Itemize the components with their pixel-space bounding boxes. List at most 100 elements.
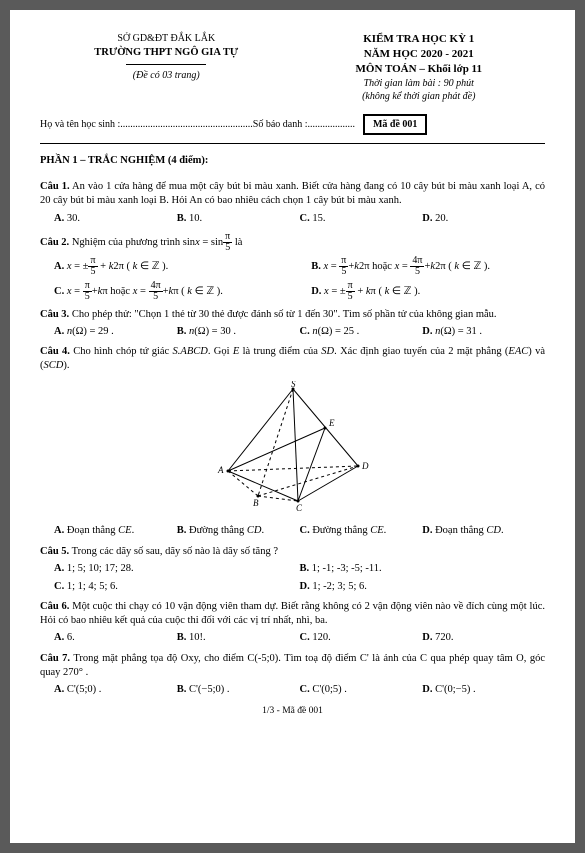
q4-d: D. Đoạn thẳng CD. (422, 524, 545, 538)
dots1: ........................................… (120, 118, 253, 132)
q4-a-t: Đoạn thẳng (67, 525, 118, 536)
q5-d-val: 1; -2; 3; 5; 6. (312, 581, 367, 592)
q6-c: C. 120. (300, 631, 423, 645)
q7-b-val: C'(−5;0) . (189, 684, 229, 695)
q5-d: D. 1; -2; 3; 5; 6. (300, 580, 546, 594)
q6-opts: A. 6. B. 10!. C. 120. D. 720. (54, 631, 545, 645)
q6-a-val: 6. (67, 632, 75, 643)
q5-b: B. 1; -1; -3; -5; -11. (300, 562, 546, 576)
q5-c-val: 1; 1; 4; 5; 6. (67, 581, 118, 592)
q1-text: An vào 1 cửa hàng để mua một cây bút bi … (40, 181, 545, 206)
q1-a-val: 30. (67, 213, 80, 224)
q5-b-val: 1; -1; -3; -5; -11. (312, 563, 382, 574)
rule (126, 64, 206, 65)
header: SỞ GD&ĐT ĐẮK LẮK TRƯỜNG THPT NGÔ GIA TỰ … (40, 32, 545, 104)
q6: Câu 6. Một cuộc thi chạy có 10 vận động … (40, 600, 545, 628)
lbl-B: B (253, 498, 259, 508)
q5-opts-r2: C. 1; 1; 4; 5; 6. D. 1; -2; 3; 5; 6. (54, 580, 545, 594)
exam-subject: MÔN TOÁN – Khối lớp 11 (293, 62, 546, 77)
q1-d-val: 20. (435, 213, 448, 224)
q4-opts: A. Đoạn thẳng CE. B. Đường thẳng CD. C. … (54, 524, 545, 538)
q1-d: D. 20. (422, 212, 545, 226)
q4: Câu 4. Cho hình chóp tứ giác S.ABCD. Gọi… (40, 345, 545, 373)
q5-a-val: 1; 5; 10; 17; 28. (67, 563, 134, 574)
de-co: (Đề có 03 trang) (40, 69, 293, 83)
q3-a: A. n(Ω) = 29 . (54, 325, 177, 339)
q4-t3: là trung điểm của (239, 346, 321, 357)
lbl-S: S (291, 381, 296, 389)
q7-opts: A. C'(5;0) . B. C'(−5;0) . C. C'(0;5) . … (54, 683, 545, 697)
q4-SD: SD (321, 346, 334, 357)
q4-t2: . Gọi (208, 346, 233, 357)
exam-year: NĂM HỌC 2020 - 2021 (293, 47, 546, 62)
q5-text: Trong các dãy số sau, dãy số nào là dãy … (69, 546, 278, 557)
q6-d-val: 720. (435, 632, 453, 643)
q5: Câu 5. Trong các dãy số sau, dãy số nào … (40, 545, 545, 559)
q7-a: A. C'(5;0) . (54, 683, 177, 697)
q4-b-t: Đường thẳng (189, 525, 247, 536)
q2-eq: sinx = sinπ5 là (183, 237, 243, 248)
q2-b: B. x = π5+k2π hoặc x = 4π5+k2π ( k ∈ ℤ )… (311, 256, 545, 277)
q7-a-val: C'(5;0) . (67, 684, 102, 695)
q4-t1: Cho hình chóp tứ giác (70, 346, 173, 357)
q7-label: Câu 7. (40, 653, 70, 664)
q6-c-val: 120. (312, 632, 330, 643)
q3-b: B. n(Ω) = 30 . (177, 325, 300, 339)
header-right: KIỂM TRA HỌC KỲ 1 NĂM HỌC 2020 - 2021 MÔ… (293, 32, 546, 104)
q1: Câu 1. An vào 1 cửa hàng để mua một cây … (40, 180, 545, 208)
q4-d-t: Đoạn thẳng (435, 525, 486, 536)
q4-EAC: EAC (508, 346, 528, 357)
q6-b: B. 10!. (177, 631, 300, 645)
q1-label: Câu 1. (40, 181, 70, 192)
q7-c: C. C'(0;5) . (300, 683, 423, 697)
lbl-C: C (296, 503, 303, 513)
q4-SCD: SCD (44, 360, 64, 371)
q6-b-val: 10!. (189, 632, 206, 643)
q1-c-val: 15. (312, 213, 325, 224)
q4-c-m: CE (370, 525, 383, 536)
lbl-D: D (361, 461, 369, 471)
q4-t6: ). (63, 360, 69, 371)
q4-a-m: CE (118, 525, 131, 536)
q7-c-val: C'(0;5) . (312, 684, 347, 695)
q5-opts-r1: A. 1; 5; 10; 17; 28. B. 1; -1; -3; -5; -… (54, 562, 545, 576)
made-box: Mã đề 001 (363, 114, 427, 136)
q3-c: C. n(Ω) = 25 . (300, 325, 423, 339)
q4-sabcd: S.ABCD (173, 346, 208, 357)
q2-a: A. x = ±π5 + k2π ( k ∈ ℤ ). (54, 256, 311, 277)
lbl-A: A (217, 465, 224, 475)
q2-label: Câu 2. (40, 237, 69, 248)
q7-d-val: C'(0;−5) . (435, 684, 475, 695)
duration: Thời gian làm bài : 90 phút (293, 77, 546, 91)
q2-c: C. x = π5+kπ hoặc x = 4π5+kπ ( k ∈ ℤ ). (54, 281, 311, 302)
q4-d-m: CD (486, 525, 501, 536)
q4-diagram: S A B C D E (208, 381, 378, 516)
q3-d: D. n(Ω) = 31 . (422, 325, 545, 339)
q3: Câu 3. Cho phép thử: "Chọn 1 thẻ từ 30 t… (40, 308, 545, 322)
q3-text: Cho phép thử: "Chọn 1 thẻ từ 30 thẻ được… (69, 309, 496, 320)
q7-b: B. C'(−5;0) . (177, 683, 300, 697)
q4-t4: . Xác định giao tuyến của 2 mặt phẳng ( (334, 346, 508, 357)
q7-text: Trong mặt phẳng tọa độ Oxy, cho điểm C(-… (40, 653, 545, 678)
q2-opts-row1: A. x = ±π5 + k2π ( k ∈ ℤ ). B. x = π5+k2… (54, 256, 545, 277)
q4-b-m: CD (247, 525, 262, 536)
q5-c: C. 1; 1; 4; 5; 6. (54, 580, 300, 594)
q1-a: A. 30. (54, 212, 177, 226)
exam-page: SỞ GD&ĐT ĐẮK LẮK TRƯỜNG THPT NGÔ GIA TỰ … (10, 10, 575, 843)
q4-b: B. Đường thẳng CD. (177, 524, 300, 538)
q5-a: A. 1; 5; 10; 17; 28. (54, 562, 300, 576)
q7: Câu 7. Trong mặt phẳng tọa độ Oxy, cho đ… (40, 652, 545, 680)
sbd-label: Số báo danh : (253, 118, 308, 132)
sgd-line: SỞ GD&ĐT ĐẮK LẮK (40, 32, 293, 46)
q7-d: D. C'(0;−5) . (422, 683, 545, 697)
q6-label: Câu 6. (40, 601, 69, 612)
q1-b-val: 10. (189, 213, 202, 224)
q3-label: Câu 3. (40, 309, 69, 320)
section-1-title: PHẦN 1 – TRẮC NGHIỆM (4 điểm): (40, 154, 545, 168)
dots2: ................... (307, 118, 355, 132)
q2-text: Nghiệm của phương trình (69, 237, 183, 248)
q4-label: Câu 4. (40, 346, 70, 357)
divider (40, 143, 545, 144)
q6-d: D. 720. (422, 631, 545, 645)
q5-label: Câu 5. (40, 546, 69, 557)
